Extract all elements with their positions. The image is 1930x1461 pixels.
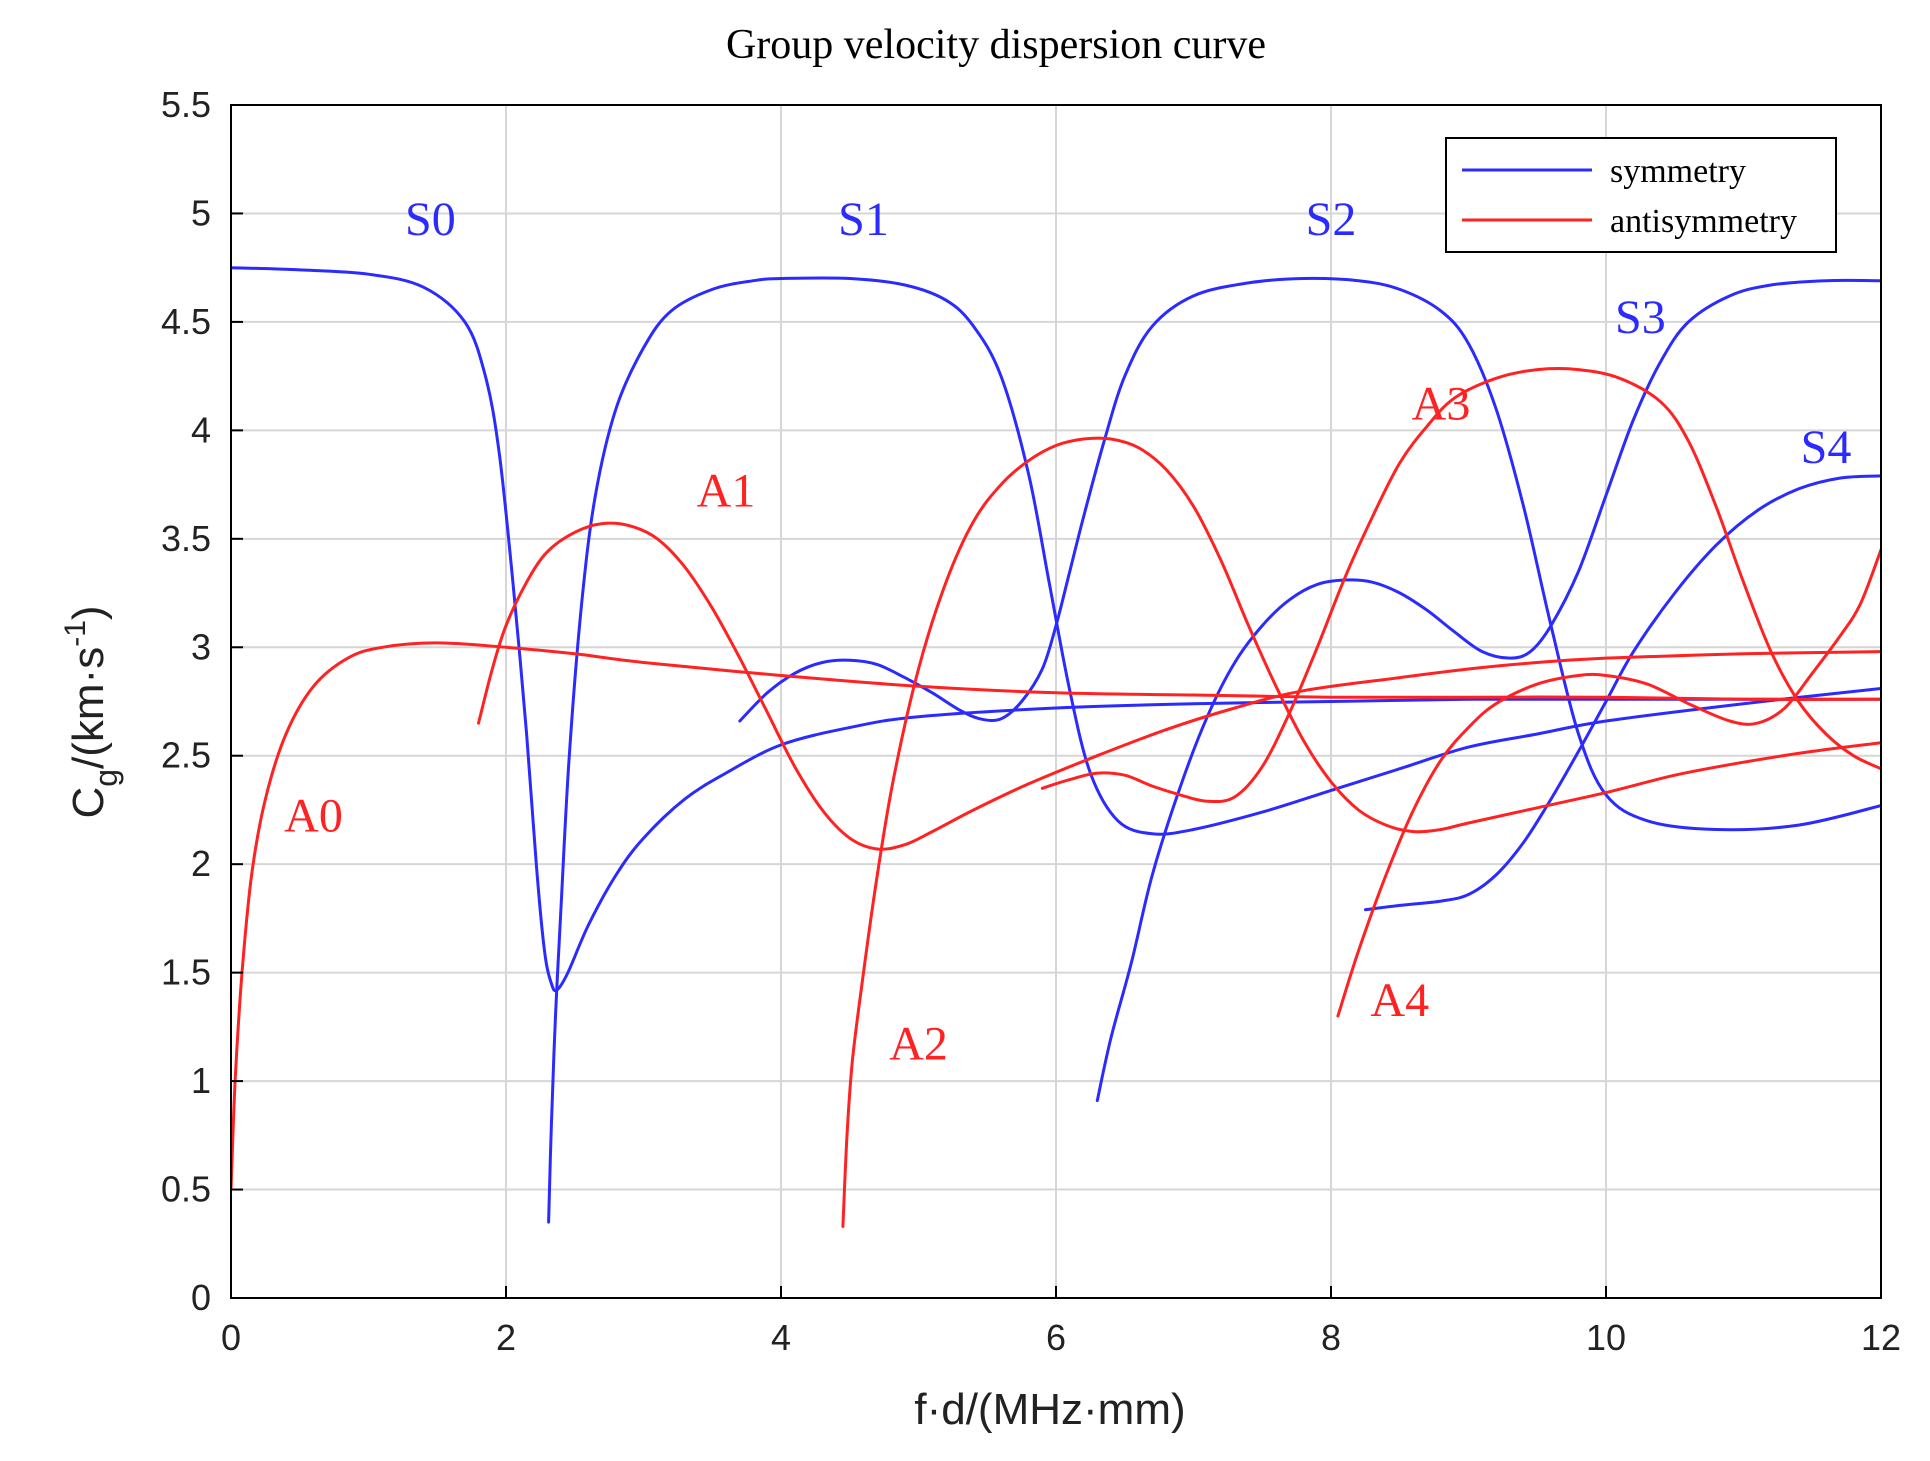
series-line-s2 [1095,278,1881,1103]
curve-label-a3: A3 [1412,378,1471,431]
curve-label-a0: A0 [284,790,343,843]
x-tick-label: 0 [221,1317,241,1358]
y-axis-label: Cg/(km·s-1) [59,605,124,818]
y-tick-label: 2.5 [161,735,211,776]
x-axis-label: f·d/(MHz·mm) [914,1385,1185,1434]
series-line-a2 [841,436,1881,1228]
y-tick-label: 3.5 [161,518,211,559]
legend-box [1445,137,1837,253]
y-tick-label: 1.5 [161,952,211,993]
y-label-rest: /(km·s [64,647,113,769]
x-tick-label: 12 [1861,1317,1901,1358]
curve-label-s1: S1 [838,193,889,246]
curve-label-a1: A1 [697,464,756,517]
series-line-a3 [1040,367,1881,804]
series-lines [231,266,1881,1228]
x-tick-label: 6 [1046,1317,1066,1358]
series-line-s1b [738,276,1881,832]
curve-label-a4: A4 [1370,974,1429,1027]
legend-symmetry-label: symmetry [1610,153,1746,190]
curve-label-s3: S3 [1615,291,1666,344]
series-line-a0 [231,641,1881,1191]
series-line-s4 [1363,474,1881,912]
y-label-base: C [64,787,113,819]
curve-label-s4: S4 [1801,421,1852,474]
legend: symmetry antisymmetry [1445,137,1837,253]
y-tick-label: 5.5 [161,84,211,125]
y-tick-label: 2 [191,843,211,884]
curve-label-s0: S0 [405,193,456,246]
legend-antisymmetry-label: antisymmetry [1610,203,1797,240]
x-tick-label: 8 [1321,1317,1341,1358]
x-tick-label: 4 [771,1317,791,1358]
y-tick-label: 0 [191,1277,211,1318]
y-label-close: ) [64,605,113,620]
y-tick-label: 1 [191,1060,211,1101]
curve-label-a2: A2 [889,1017,948,1070]
y-label-sup: -1 [59,620,92,647]
series-line-s1 [547,276,1881,1224]
series-line-s0 [231,266,1881,993]
y-tick-label: 5 [191,192,211,233]
y-label-sub: g [88,769,124,787]
x-tick-label: 2 [496,1317,516,1358]
y-tick-label: 4.5 [161,301,211,342]
x-tick-label: 10 [1586,1317,1626,1358]
axis-ticks: 0 2 4 6 8 10 12 0 0.5 1 1.5 2 2.5 3 3.5 4 4.5 5 5.5 [161,84,1901,1358]
series-line-a4 [1336,548,1881,1018]
chart-title: Group velocity dispersion curve [726,22,1266,68]
curve-label-s2: S2 [1306,193,1357,246]
series-line-a1 [477,521,1881,851]
y-tick-label: 3 [191,626,211,667]
y-tick-label: 0.5 [161,1169,211,1210]
curve-labels: S0 S1 S2 S3 S4 A0 A1 A2 A3 A4 [284,193,1851,1070]
y-tick-label: 4 [191,409,211,450]
